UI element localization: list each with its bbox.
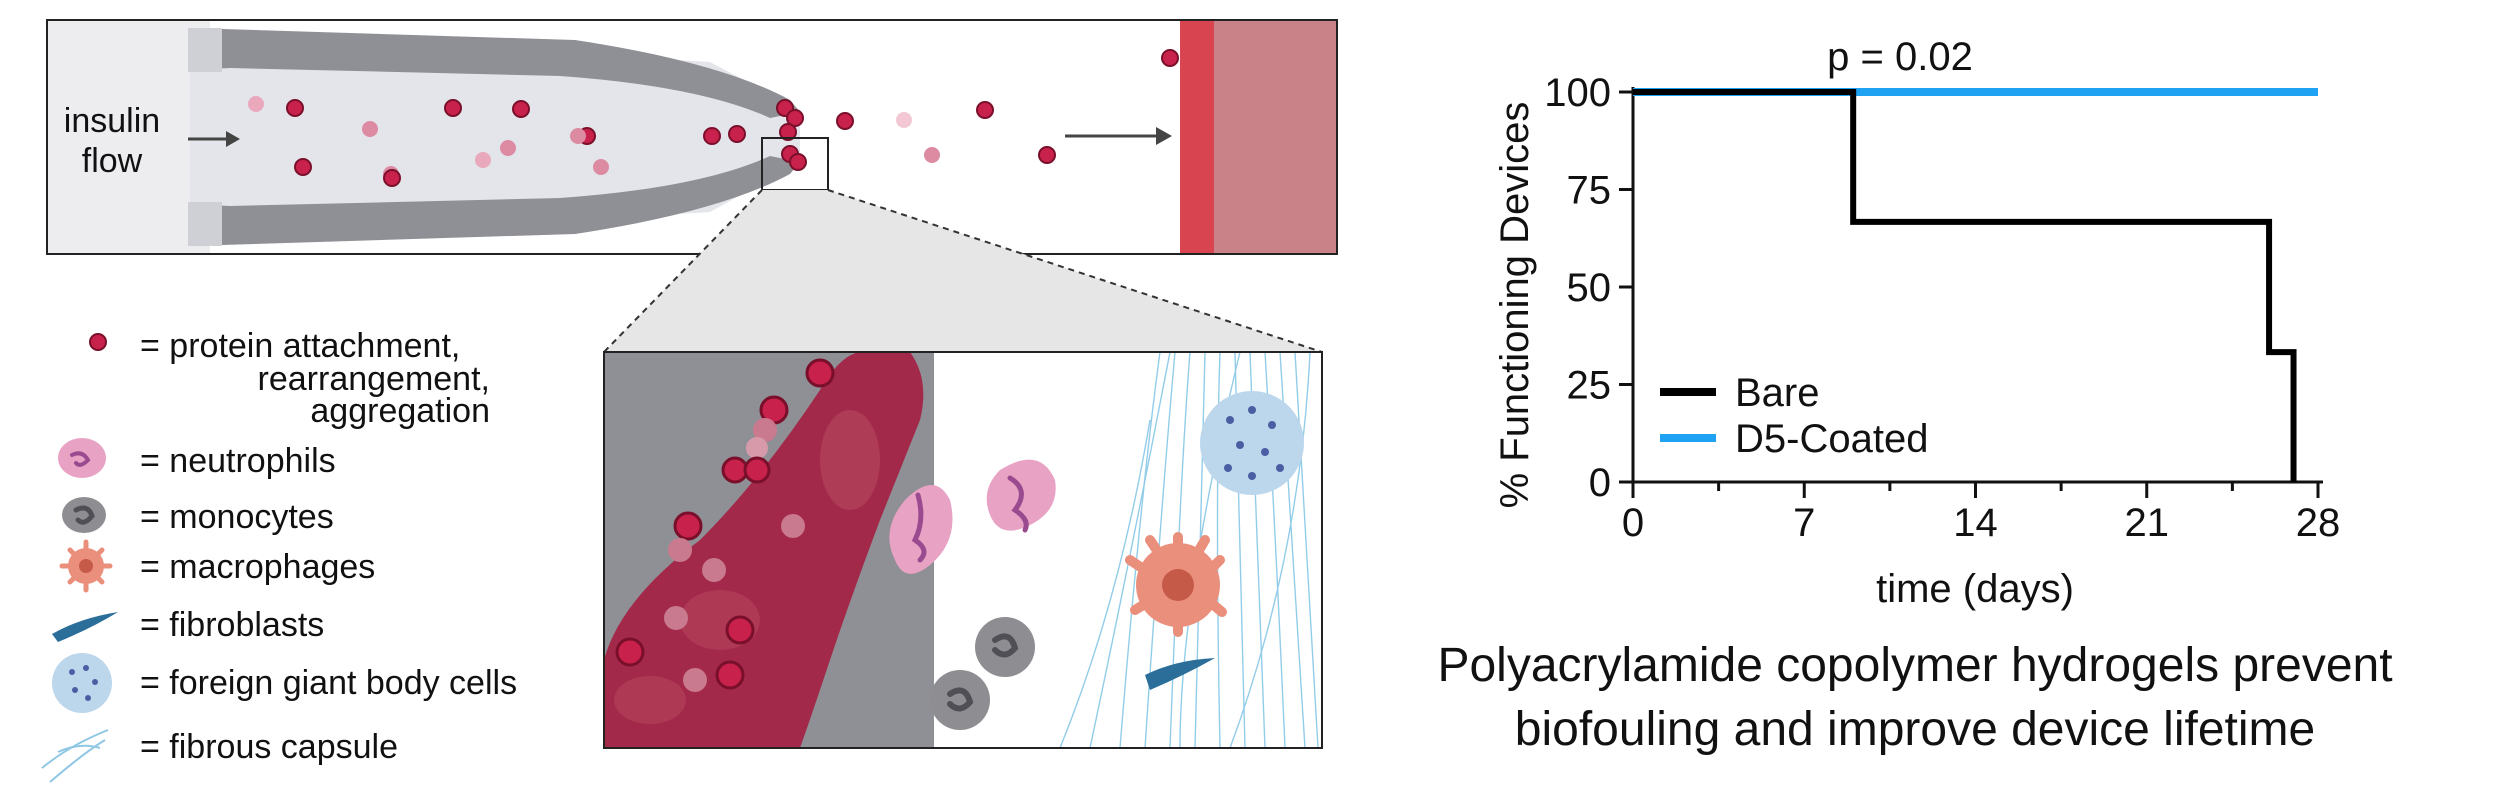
- survival-chart: p = 0.02 % Functioning Devices time (day…: [1493, 35, 2340, 611]
- legend-label-giant-cells: = foreign giant body cells: [140, 664, 517, 702]
- legend-label-fibroblasts: = fibroblasts: [140, 606, 324, 644]
- neutrophil-icon: [889, 459, 1056, 574]
- device-inlet-bottom: [188, 202, 222, 246]
- legend-label-d5-coated: D5-Coated: [1735, 417, 1928, 461]
- legend-label-fibrous-capsule: = fibrous capsule: [140, 728, 398, 766]
- zoom-panel-frame: [603, 351, 1323, 749]
- neutrophil-icon: [58, 438, 106, 478]
- chart-series: [1633, 88, 2318, 482]
- zoom-line-left: [603, 189, 763, 353]
- y-tick-label: 75: [1567, 169, 1612, 213]
- series-line-bare: [1633, 89, 2297, 482]
- y-tick-label: 50: [1567, 266, 1612, 310]
- device-lumen: [48, 21, 210, 253]
- x-tick-label: 28: [2296, 501, 2341, 545]
- flow-label-line2: flow: [82, 142, 143, 180]
- legend-label-protein-2: rearrangement,: [258, 360, 490, 398]
- zoom-panel: [603, 351, 1323, 749]
- zoom-projection: [604, 190, 1322, 352]
- caption-line2: biofouling and improve device lifetime: [1514, 703, 2316, 756]
- zoom-line-right: [827, 189, 1323, 353]
- device-schematic: insulin flow: [46, 19, 1338, 255]
- flow-label-line1: insulin: [64, 102, 160, 140]
- y-tick-label: 0: [1589, 461, 1611, 505]
- x-tick-label: 7: [1793, 501, 1815, 545]
- flow-arrow-head: [226, 131, 240, 147]
- y-tick-label: 100: [1544, 71, 1611, 115]
- legend-label-protein-3: aggregation: [310, 392, 490, 430]
- fibrous-capsule: [1059, 351, 1319, 749]
- monocyte-icon: [62, 497, 106, 533]
- y-axis-label: % Functioning Devices: [1493, 102, 1537, 509]
- protein-dot-icon: [89, 333, 107, 351]
- blood-vessel-wall: [1180, 21, 1214, 253]
- macrophage-icon: [1125, 532, 1227, 637]
- monocyte-icon: [930, 617, 1035, 730]
- legend-label-monocytes: = monocytes: [140, 498, 334, 536]
- device-inlet-top: [188, 28, 222, 72]
- giant-cell-icon: [1200, 391, 1304, 495]
- legend-label-neutrophils: = neutrophils: [140, 442, 336, 480]
- device-wall-bottom: [190, 156, 800, 246]
- chart-axes: 0 25 50 75 100 0 7 14 21 28: [1544, 71, 2340, 545]
- x-tick-label: 14: [1953, 501, 1998, 545]
- y-tick-label: 25: [1567, 364, 1612, 408]
- x-tick-label: 21: [2125, 501, 2170, 545]
- giant-cell-icon: [52, 653, 112, 713]
- x-tick-label: 0: [1622, 501, 1644, 545]
- protein-layer-texture: [820, 410, 880, 510]
- release-arrow-head: [1156, 127, 1172, 145]
- legend-label-protein-1: = protein attachment,: [140, 327, 460, 365]
- fibroblast-icon: [1145, 658, 1215, 690]
- protein-layer-texture: [614, 676, 686, 724]
- blood-vessel-lumen: [1214, 21, 1336, 253]
- x-axis-label: time (days): [1876, 567, 2074, 611]
- chart-title: p = 0.02: [1827, 35, 1973, 79]
- fibrous-capsule-icon: [41, 729, 109, 783]
- caption-line1: Polyacrylamide copolymer hydrogels preve…: [1437, 639, 2393, 692]
- legend-label-bare: Bare: [1735, 371, 1820, 415]
- macrophage-icon: [59, 539, 113, 593]
- legend-label-macrophages: = macrophages: [140, 548, 375, 586]
- cell-legend: = protein attachment, rearrangement, agg…: [41, 327, 517, 783]
- protein-particles-zoom: [615, 358, 835, 692]
- device-wall-top: [190, 28, 800, 118]
- fibroblast-icon: [52, 612, 118, 642]
- protein-particles: [248, 49, 1269, 187]
